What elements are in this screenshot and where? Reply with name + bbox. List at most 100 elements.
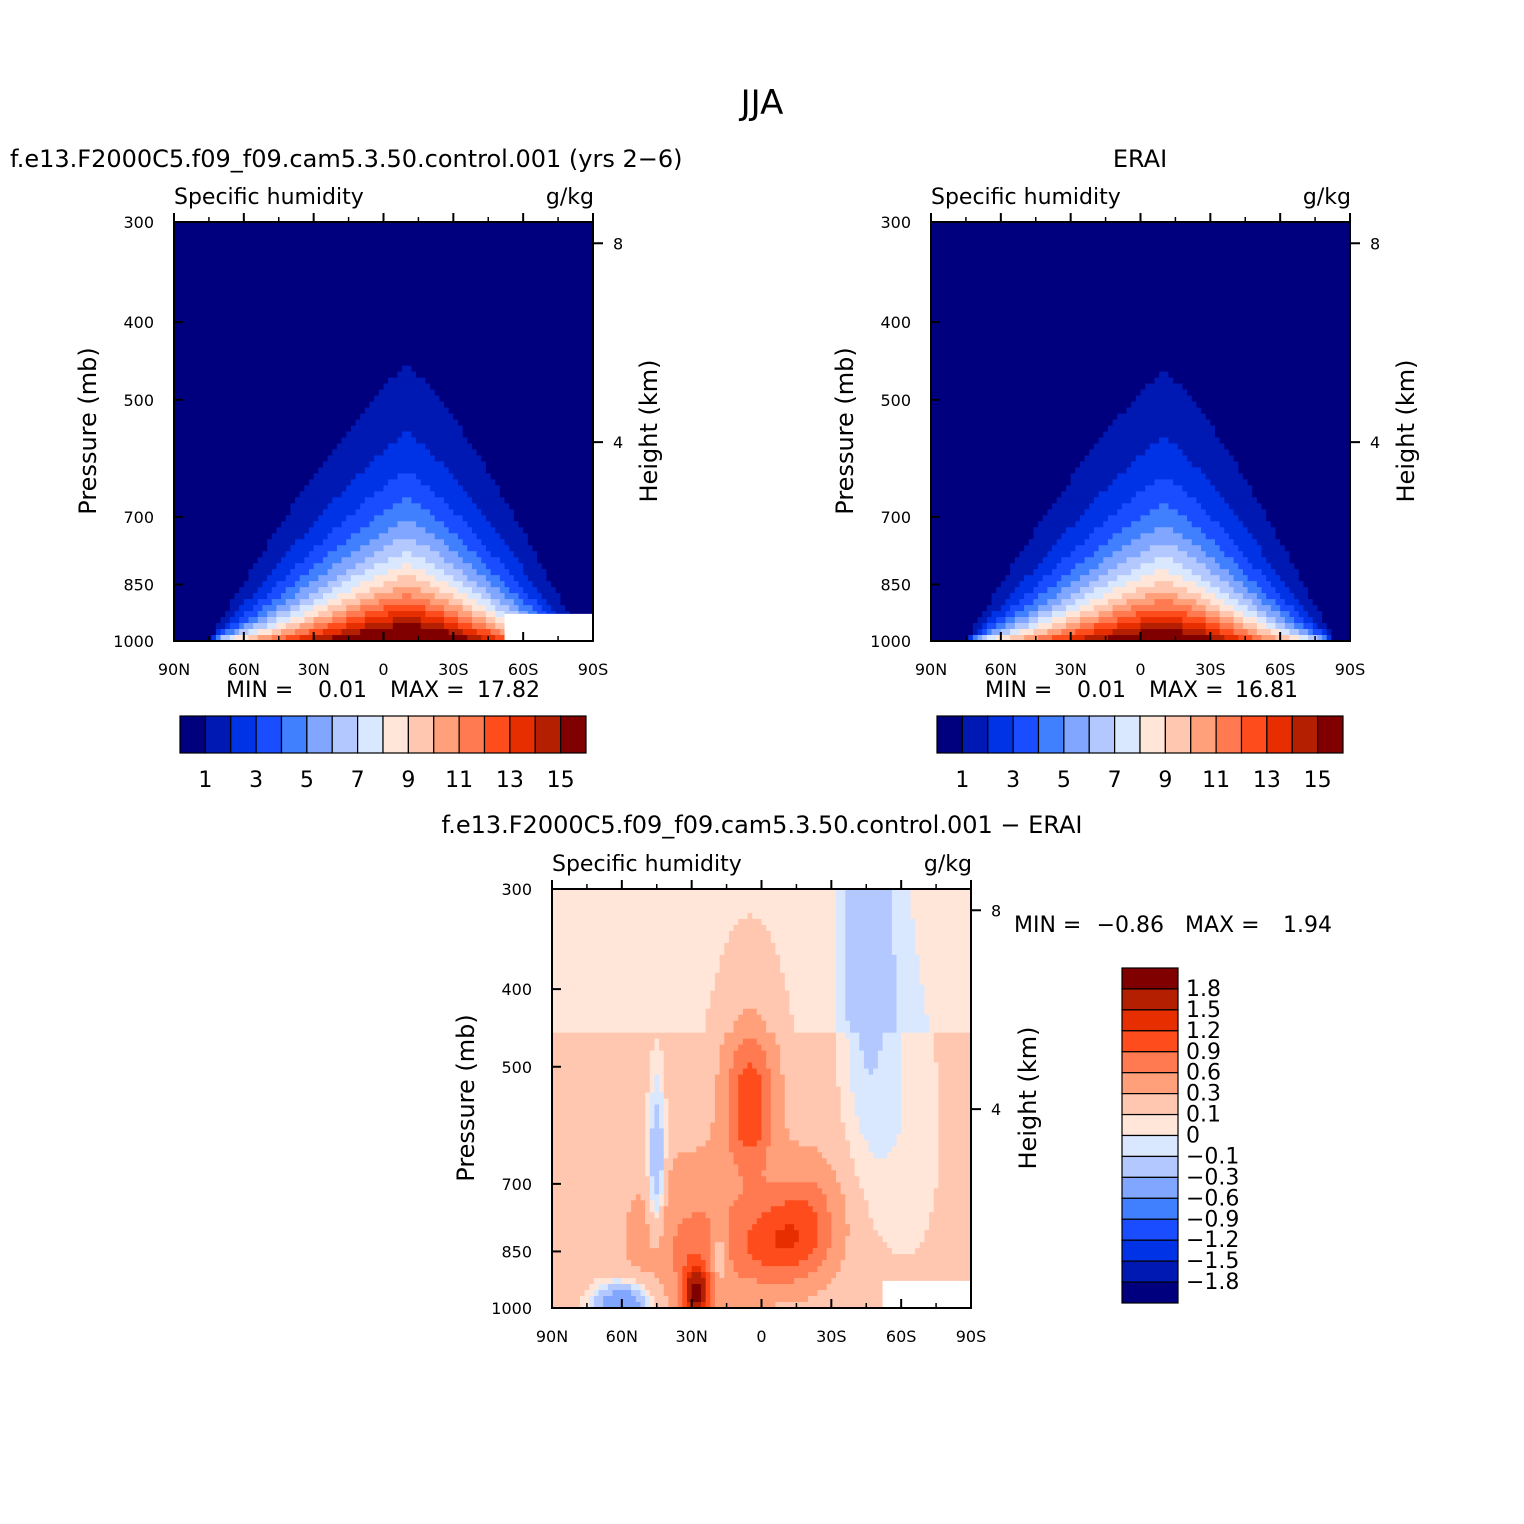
contour-cell [1177, 545, 1202, 552]
contour-cell [1280, 611, 1291, 618]
contour-cell [1294, 593, 1309, 600]
contour-cell [691, 1284, 702, 1291]
contour-cell [845, 906, 893, 914]
colorbar-box [961, 715, 989, 754]
contour-cell [626, 1242, 651, 1249]
contour-cell [1135, 611, 1188, 618]
contour-cell [1121, 527, 1156, 534]
colorbar-box [1266, 715, 1293, 754]
x-tick-label: 90S [578, 660, 609, 679]
contour-cell [360, 605, 385, 612]
colorbar-label: 3 [249, 768, 263, 793]
contour-cell [835, 1008, 846, 1016]
contour-cell [1233, 539, 1258, 546]
contour-cell [901, 1116, 940, 1124]
colorbar-label: 11 [1202, 768, 1230, 793]
contour-cell [253, 593, 268, 600]
contour-cell [977, 629, 983, 636]
contour-cell [635, 1278, 660, 1285]
contour-cell [868, 1200, 935, 1207]
contour-cell [687, 1260, 707, 1267]
contour-cell [504, 581, 520, 588]
contour-cell [552, 906, 837, 914]
contour-cell [174, 222, 594, 229]
contour-cell [1219, 617, 1235, 624]
contour-cell [1303, 617, 1314, 624]
contour-cell [444, 401, 594, 409]
contour-cell [1024, 545, 1053, 552]
contour-cell [733, 1026, 767, 1034]
contour-cell [174, 281, 594, 289]
contour-cell [593, 1296, 604, 1303]
contour-cell [1289, 557, 1351, 564]
contour-cell [1224, 635, 1239, 642]
contour-cell [663, 1170, 669, 1177]
contour-cell [710, 1122, 730, 1130]
contour-cell [728, 1080, 739, 1088]
contour-cell [710, 1254, 716, 1261]
contour-cell [640, 1266, 674, 1273]
contour-cell [388, 377, 426, 385]
contour-cell [304, 485, 347, 492]
contour-cell [1214, 593, 1230, 600]
contour-cell [346, 617, 366, 624]
contour-cell [654, 1044, 660, 1052]
contour-cell [518, 557, 538, 564]
contour-cell [710, 1284, 716, 1291]
contour-cell [1275, 623, 1286, 630]
colorbar-box [1121, 1030, 1179, 1053]
contour-cell [364, 611, 389, 618]
y-tick-label: 700 [880, 508, 911, 527]
contour-cell [364, 407, 450, 415]
contour-cell [552, 936, 730, 944]
contour-cell [877, 1230, 926, 1237]
contour-cell [1294, 605, 1305, 612]
contour-cell [1247, 527, 1277, 534]
contour-cell [761, 1080, 772, 1088]
x-tick-label: 0 [378, 660, 388, 679]
contour-cell [1038, 635, 1053, 642]
contour-cell [285, 623, 301, 630]
contour-cell [1214, 539, 1235, 546]
contour-cell [1079, 587, 1095, 594]
contour-cell [1266, 617, 1277, 624]
contour-cell [1242, 617, 1258, 624]
contour-cell [840, 1260, 972, 1267]
contour-cell [728, 1134, 739, 1141]
contour-cell [1256, 593, 1267, 600]
contour-cell [239, 623, 245, 630]
contour-cell [1242, 521, 1272, 528]
contour-cell [552, 1188, 651, 1195]
contour-cell [1294, 617, 1305, 624]
contour-cell [295, 581, 310, 588]
contour-cell [835, 984, 846, 992]
contour-cell [1075, 521, 1104, 528]
x-tick-label: 0 [1135, 660, 1145, 679]
colorbar-label: 0.9 [1186, 1040, 1221, 1065]
contour-cell [411, 431, 464, 439]
contour-cell [1038, 581, 1058, 588]
contour-cell [336, 575, 352, 582]
contour-cell [770, 1074, 786, 1082]
contour-cell [1052, 569, 1072, 576]
panel-obs-left-string: Specific humidity [931, 185, 1121, 210]
contour-cell [1112, 533, 1142, 540]
contour-cell [434, 533, 459, 540]
contour-cell [635, 1194, 642, 1201]
contour-cell [931, 323, 1351, 331]
contour-cell [1135, 395, 1193, 403]
contour-cell [495, 617, 506, 624]
contour-cell [845, 990, 898, 998]
colorbar-box [1121, 1134, 1179, 1158]
contour-cell [654, 1110, 660, 1118]
contour-cell [649, 1146, 665, 1153]
contour-cell [882, 1044, 902, 1052]
contour-cell [931, 251, 1351, 259]
contour-cell [728, 1218, 758, 1225]
contour-cell [1205, 413, 1351, 421]
contour-cell [174, 479, 310, 486]
contour-cell [430, 545, 450, 552]
contour-cell [663, 1074, 716, 1082]
contour-cell [668, 1122, 711, 1130]
x-tick-label: 90S [956, 1327, 987, 1346]
